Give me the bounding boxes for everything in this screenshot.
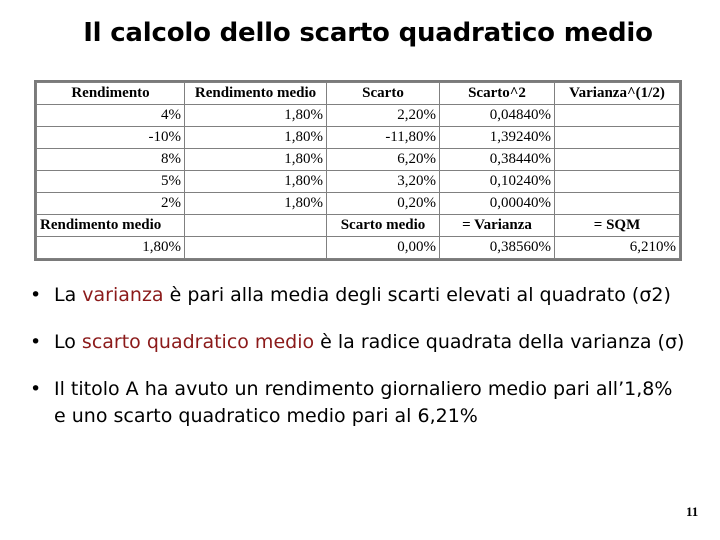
table-cell: [184, 236, 327, 259]
table-cell: [554, 170, 680, 193]
table-cell: 2%: [36, 192, 185, 215]
table-cell: 0,38440%: [439, 148, 555, 171]
table-row: 5% 1,80% 3,20% 0,10240%: [36, 170, 680, 193]
header-varianza-radice: Varianza^(1/2): [554, 82, 680, 105]
table-cell: 2,20%: [326, 104, 440, 127]
table-row: 8% 1,80% 6,20% 0,38440%: [36, 148, 680, 171]
bullet-text: La varianza è pari alla media degli scar…: [54, 284, 671, 306]
table-cell: 8%: [36, 148, 185, 171]
table-row: -10% 1,80% -11,80% 1,39240%: [36, 126, 680, 149]
calc-table: Rendimento Rendimento medio Scarto Scart…: [36, 82, 680, 259]
table-cell: [554, 192, 680, 215]
table-cell: 1,80%: [184, 104, 327, 127]
highlight-term: scarto quadratico medio: [81, 331, 315, 353]
table-cell: 0,10240%: [439, 170, 555, 193]
label-scarto-medio: Scarto medio: [326, 214, 440, 237]
table-cell: -10%: [36, 126, 185, 149]
label-varianza: = Varianza: [439, 214, 555, 237]
bullet-scarto-quadratico: • Lo scarto quadratico medio è la radice…: [30, 329, 690, 356]
table-cell: [554, 104, 680, 127]
exponent: 2: [651, 284, 664, 306]
table-row: 2% 1,80% 0,20% 0,00040%: [36, 192, 680, 215]
table-cell: 1,39240%: [439, 126, 555, 149]
table-cell: 1,80%: [184, 148, 327, 171]
table-cell: 0,04840%: [439, 104, 555, 127]
value-sqm: 6,210%: [554, 236, 680, 259]
summary-label-row: Rendimento medio Scarto medio = Varianza…: [36, 214, 680, 237]
table-cell: 5%: [36, 170, 185, 193]
sigma-symbol: σ: [639, 284, 652, 306]
table-row: 4% 1,80% 2,20% 0,04840%: [36, 104, 680, 127]
bullet-text: Lo scarto quadratico medio è la radice q…: [54, 331, 685, 353]
data-table: Rendimento Rendimento medio Scarto Scart…: [34, 80, 682, 261]
label-rendimento-medio: Rendimento medio: [36, 214, 185, 237]
table-cell: 3,20%: [326, 170, 440, 193]
table-header-row: Rendimento Rendimento medio Scarto Scart…: [36, 82, 680, 105]
table-cell: 1,80%: [184, 192, 327, 215]
header-scarto-quadrato: Scarto^2: [439, 82, 555, 105]
bullet-icon: •: [30, 331, 42, 353]
sigma-symbol: σ: [664, 331, 677, 353]
bullet-varianza: • La varianza è pari alla media degli sc…: [30, 282, 690, 309]
table-cell: -11,80%: [326, 126, 440, 149]
table-cell: 6,20%: [326, 148, 440, 171]
table-cell: 1,80%: [184, 170, 327, 193]
bullet-text: Il titolo A ha avuto un rendimento giorn…: [54, 378, 673, 427]
header-rendimento: Rendimento: [36, 82, 185, 105]
bullet-icon: •: [30, 378, 42, 400]
table-cell: [554, 148, 680, 171]
table-cell: [184, 214, 327, 237]
value-varianza: 0,38560%: [439, 236, 555, 259]
label-sqm: = SQM: [554, 214, 680, 237]
page-number: 11: [686, 504, 699, 519]
table-cell: [554, 126, 680, 149]
header-scarto: Scarto: [326, 82, 440, 105]
header-rendimento-medio: Rendimento medio: [184, 82, 327, 105]
value-rendimento-medio: 1,80%: [36, 236, 185, 259]
table-cell: 4%: [36, 104, 185, 127]
value-scarto-medio: 0,00%: [326, 236, 440, 259]
highlight-term: varianza: [82, 284, 164, 306]
table-cell: 0,20%: [326, 192, 440, 215]
bullet-titolo-a: • Il titolo A ha avuto un rendimento gio…: [30, 376, 690, 430]
table-cell: 1,80%: [184, 126, 327, 149]
summary-value-row: 1,80% 0,00% 0,38560% 6,210%: [36, 236, 680, 259]
table-cell: 0,00040%: [439, 192, 555, 215]
slide-title: Il calcolo dello scarto quadratico medio: [83, 18, 653, 48]
bullet-icon: •: [30, 284, 42, 306]
bullet-list: • La varianza è pari alla media degli sc…: [30, 282, 690, 450]
